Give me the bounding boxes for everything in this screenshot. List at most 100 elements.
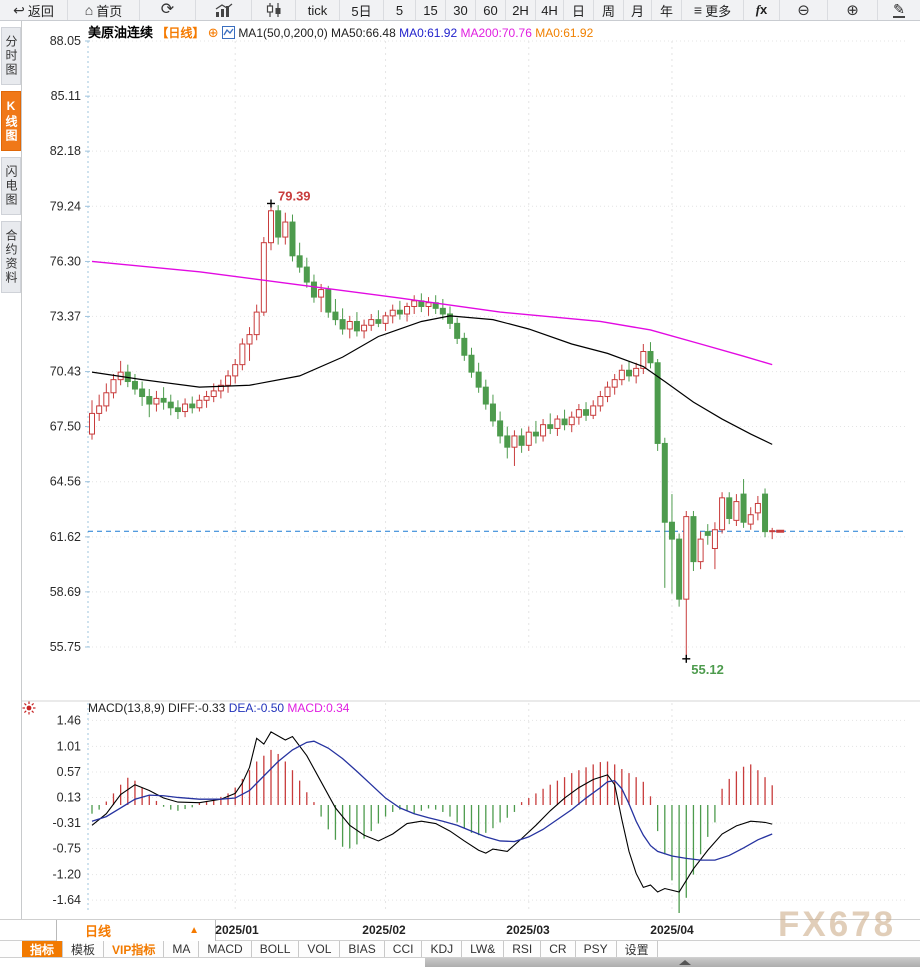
svg-text:55.12: 55.12 (691, 662, 724, 677)
horizontal-scrollbar[interactable] (0, 958, 920, 967)
interval-5m-button[interactable]: 5 (384, 0, 416, 20)
macd-pane-header: MACD(13,8,9) DIFF:-0.33 DEA:-0.50 MACD:0… (88, 701, 349, 715)
interval-4h-button[interactable]: 4H (536, 0, 564, 20)
svg-text:55.75: 55.75 (50, 640, 81, 654)
interval-2h-button[interactable]: 2H (506, 0, 536, 20)
toolbar-candle-chart-button[interactable] (252, 0, 296, 20)
menu-icon: ≡ (693, 2, 703, 18)
top-toolbar: ↩ 返回 ⌂ 首页 ⟳ tick 5日 (0, 0, 920, 21)
toolbar-back-button[interactable]: ↩ 返回 (0, 0, 68, 20)
macd-definition: MACD(13,8,9) DIFF:-0.33 (88, 701, 226, 715)
ma0-value-blue: MA0:61.92 (399, 26, 458, 40)
tab-kdj[interactable]: KDJ (422, 941, 463, 957)
tab-boll[interactable]: BOLL (252, 941, 300, 957)
svg-text:76.30: 76.30 (50, 254, 81, 268)
toolbar-zoom-in-button[interactable]: ⊕ (828, 0, 878, 20)
tab-cr[interactable]: CR (541, 941, 576, 957)
interval-month-button[interactable]: 月 (624, 0, 652, 20)
svg-text:67.50: 67.50 (50, 420, 81, 434)
chevron-up-icon: ▲ (189, 925, 199, 936)
svg-text:88.05: 88.05 (50, 34, 81, 48)
indicator-tabbar: 指标 模板 VIP指标 MA MACD BOLL VOL BIAS CCI KD… (0, 941, 920, 958)
ma200-value: MA200:70.76 (460, 26, 532, 40)
sidebar-tab-lightning-chart[interactable]: 闪电图 (1, 157, 21, 215)
svg-text:70.43: 70.43 (50, 365, 81, 379)
interval-tick-button[interactable]: tick (296, 0, 340, 20)
symbol-name: 美原油连续 (88, 25, 154, 40)
ma-definition: MA1(50,0,200,0) MA50:66.48 (238, 26, 396, 40)
interval-60m-button[interactable]: 60 (476, 0, 506, 20)
tab-lw[interactable]: LW& (462, 941, 505, 957)
home-label: 首页 (96, 3, 123, 19)
svg-text:61.62: 61.62 (50, 530, 81, 544)
dea-value: DEA:-0.50 (228, 701, 285, 715)
toolbar-zoom-out-button[interactable]: ⊖ (780, 0, 828, 20)
svg-text:1.01: 1.01 (57, 739, 81, 753)
ma0-value-orange: MA0:61.92 (535, 26, 594, 40)
macd-value: MACD:0.34 (287, 701, 350, 715)
interval-15m-button[interactable]: 15 (416, 0, 446, 20)
svg-text:-1.20: -1.20 (53, 868, 82, 882)
interval-30m-button[interactable]: 30 (446, 0, 476, 20)
pencil-icon: ✎ (893, 0, 905, 18)
price-pane-header: 美原油连续 【日线】 ⊕ MA1(50,0,200,0) MA50:66.48 … (88, 22, 593, 41)
back-arrow-icon: ↩ (13, 2, 25, 18)
tab-indicator[interactable]: 指标 (22, 941, 64, 957)
candlestick-icon (266, 3, 280, 17)
sidebar-tab-contract-info[interactable]: 合约资料 (1, 221, 21, 293)
tab-cci[interactable]: CCI (385, 941, 423, 957)
period-badge: 【日线】 (156, 26, 205, 40)
zoom-out-icon: ⊖ (797, 1, 810, 19)
fx-icon: fx (755, 2, 768, 17)
svg-text:64.56: 64.56 (50, 475, 81, 489)
toolbar-refresh-button[interactable]: ⟳ (140, 0, 196, 20)
zoom-in-icon: ⊕ (846, 1, 859, 19)
period-dropdown-button[interactable]: 日线 ▲ (56, 920, 216, 941)
svg-text:79.39: 79.39 (278, 188, 311, 203)
svg-text:79.24: 79.24 (50, 199, 81, 213)
sidebar-tab-kline-chart[interactable]: K线图 (1, 91, 21, 151)
tab-macd[interactable]: MACD (199, 941, 252, 957)
interval-day-button[interactable]: 日 (564, 0, 594, 20)
svg-text:0.13: 0.13 (57, 790, 81, 804)
interval-year-button[interactable]: 年 (652, 0, 682, 20)
scrollbar-thumb[interactable] (425, 958, 920, 967)
home-icon: ⌂ (84, 2, 94, 18)
tab-bias[interactable]: BIAS (340, 941, 385, 957)
month-label-feb: 2025/02 (362, 923, 406, 937)
toolbar-formula-button[interactable]: fx (744, 0, 780, 20)
scrollbar-expand-arrow-icon[interactable] (679, 960, 691, 965)
bar-chart-icon (215, 3, 232, 17)
refresh-icon: ⟳ (160, 1, 175, 18)
interval-5d-button[interactable]: 5日 (340, 0, 384, 20)
svg-text:73.37: 73.37 (50, 309, 81, 323)
toolbar-bar-chart-button[interactable] (196, 0, 252, 20)
tab-ma[interactable]: MA (164, 941, 200, 957)
month-label-mar: 2025/03 (506, 923, 550, 937)
svg-text:82.18: 82.18 (50, 144, 81, 158)
tab-settings[interactable]: 设置 (617, 941, 658, 957)
toolbar-draw-button[interactable]: ✎ (878, 0, 920, 20)
month-label-jan: 2025/01 (215, 923, 259, 937)
add-indicator-icon[interactable]: ⊕ (207, 25, 219, 40)
toolbar-more-button[interactable]: ≡ 更多 (682, 0, 744, 20)
chart-thumbnail-icon[interactable] (221, 26, 235, 39)
svg-text:58.69: 58.69 (50, 585, 81, 599)
tab-template[interactable]: 模板 (63, 941, 105, 957)
indicator-settings-sun-icon[interactable] (22, 701, 36, 720)
svg-text:85.11: 85.11 (51, 89, 81, 103)
tab-vol[interactable]: VOL (299, 941, 341, 957)
tab-psy[interactable]: PSY (576, 941, 617, 957)
svg-text:-0.31: -0.31 (53, 816, 82, 830)
tab-rsi[interactable]: RSI (504, 941, 542, 957)
sidebar-tab-timeline-chart[interactable]: 分时图 (1, 27, 21, 85)
left-sidebar: 分时图 K线图 闪电图 合约资料 (0, 21, 22, 967)
interval-week-button[interactable]: 周 (594, 0, 624, 20)
date-axis-row: 日线 ▲ 2025/01 2025/02 2025/03 2025/04 (0, 919, 920, 941)
tab-vip-indicator[interactable]: VIP指标 (104, 941, 165, 957)
svg-text:1.46: 1.46 (57, 713, 81, 727)
back-label: 返回 (27, 3, 54, 19)
toolbar-home-button[interactable]: ⌂ 首页 (68, 0, 140, 20)
candlestick-chart-canvas[interactable]: 88.05 85.11 82.18 79.24 76.30 73.37 70.43 67.50… (22, 20, 920, 919)
